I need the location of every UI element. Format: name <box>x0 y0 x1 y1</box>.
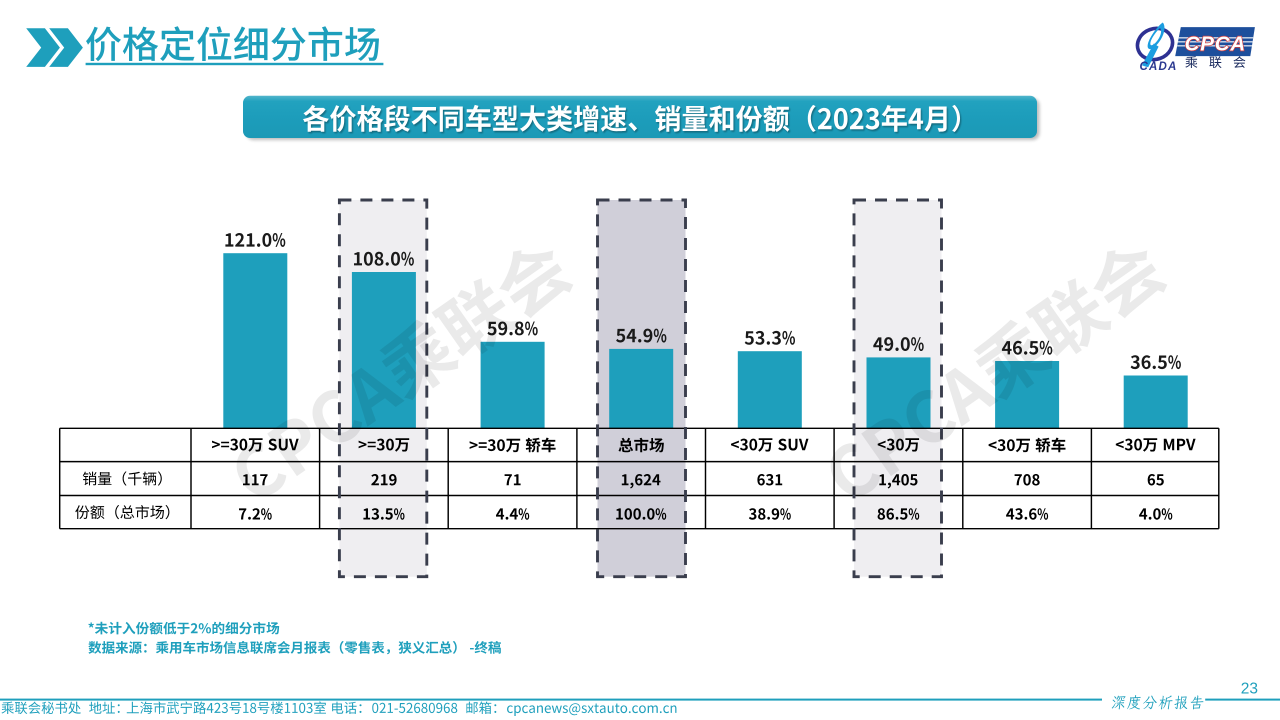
svg-text:CADA: CADA <box>1139 61 1177 73</box>
svg-text:CPCA: CPCA <box>1185 33 1246 56</box>
svg-text:23: 23 <box>1241 681 1258 698</box>
